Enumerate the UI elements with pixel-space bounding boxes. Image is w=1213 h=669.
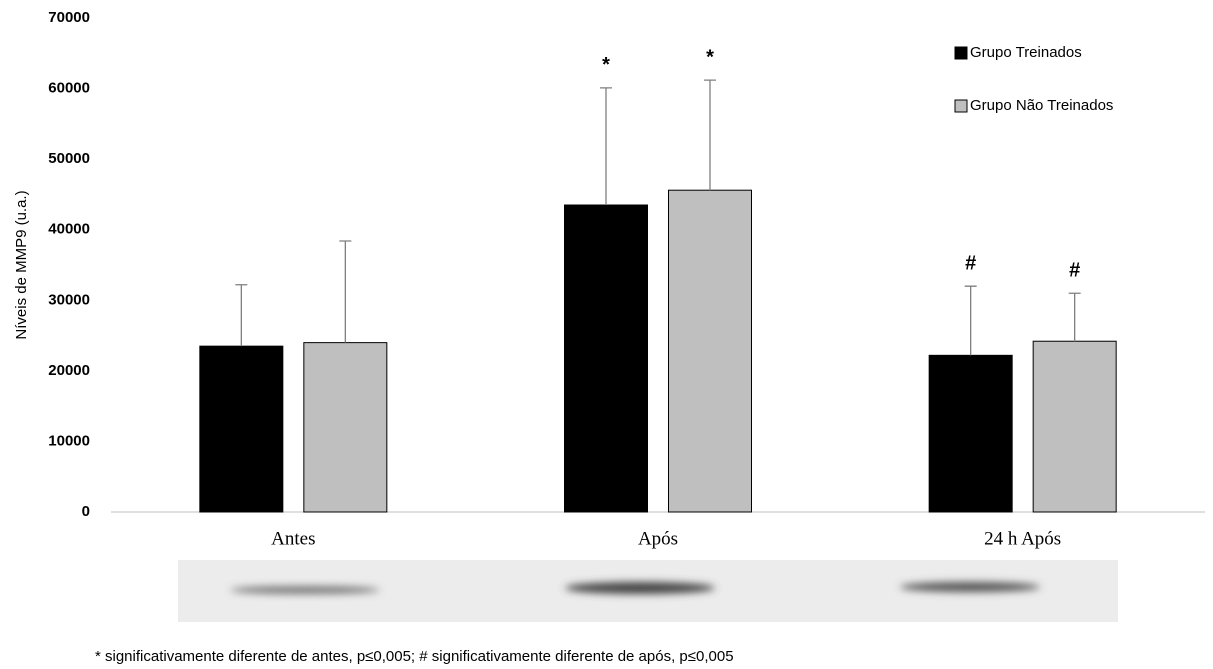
bar bbox=[929, 355, 1012, 512]
bar bbox=[200, 346, 283, 512]
error-bar bbox=[704, 80, 716, 190]
bar bbox=[669, 190, 752, 512]
y-tick-label: 70000 bbox=[48, 9, 90, 26]
x-tick-label: Após bbox=[638, 528, 678, 549]
x-tick-label: Antes bbox=[271, 528, 315, 549]
error-bar bbox=[339, 241, 351, 343]
y-tick-label: 20000 bbox=[48, 362, 90, 379]
y-tick-label: 50000 bbox=[48, 150, 90, 167]
bar bbox=[1033, 341, 1116, 512]
y-tick-label: 30000 bbox=[48, 291, 90, 308]
legend-label: Grupo Não Treinados bbox=[970, 97, 1113, 114]
legend-label: Grupo Treinados bbox=[970, 44, 1082, 61]
error-bar bbox=[1069, 293, 1081, 341]
error-bar bbox=[235, 285, 247, 346]
significance-marker: * bbox=[706, 46, 714, 68]
chart: Níveis de MMP9 (u.a.) * significativamen… bbox=[0, 0, 1213, 669]
bar bbox=[565, 205, 648, 512]
significance-marker: * bbox=[602, 54, 610, 76]
legend-swatch bbox=[955, 100, 967, 112]
y-tick-label: 0 bbox=[82, 503, 90, 520]
y-axis-label: Níveis de MMP9 (u.a.) bbox=[13, 190, 30, 339]
y-tick-label: 10000 bbox=[48, 432, 90, 449]
footnote: * significativamente diferente de antes,… bbox=[95, 648, 734, 665]
y-tick-label: 60000 bbox=[48, 80, 90, 97]
error-bar bbox=[965, 286, 977, 355]
bar bbox=[304, 343, 387, 512]
legend-swatch bbox=[955, 47, 967, 59]
y-tick-label: 40000 bbox=[48, 221, 90, 238]
significance-marker: # bbox=[965, 252, 976, 274]
x-tick-label: 24 h Após bbox=[984, 528, 1061, 549]
error-bar bbox=[600, 88, 612, 205]
western-blot bbox=[178, 560, 1118, 622]
significance-marker: # bbox=[1069, 260, 1080, 282]
